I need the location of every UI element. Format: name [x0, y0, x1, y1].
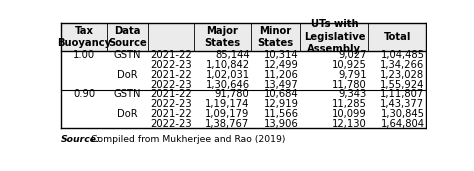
Text: Data
Source: Data Source: [108, 26, 146, 48]
Text: 1.00: 1.00: [73, 50, 95, 60]
Text: 1,04,485: 1,04,485: [381, 50, 424, 60]
Text: 0.90: 0.90: [73, 89, 95, 99]
Text: 13,497: 13,497: [264, 80, 299, 90]
Text: 10,684: 10,684: [264, 89, 299, 99]
Text: UTs with
Legislative
Assembly: UTs with Legislative Assembly: [304, 19, 365, 54]
Text: 10,314: 10,314: [264, 50, 299, 60]
Text: 12,919: 12,919: [264, 99, 299, 109]
Text: 12,130: 12,130: [332, 119, 367, 129]
Text: 1,55,924: 1,55,924: [380, 80, 424, 90]
Text: 1,38,767: 1,38,767: [205, 119, 250, 129]
Text: 2022-23: 2022-23: [150, 99, 191, 109]
Text: 2022-23: 2022-23: [150, 80, 191, 90]
Text: 2022-23: 2022-23: [150, 119, 191, 129]
Text: 1,30,845: 1,30,845: [381, 109, 424, 119]
Text: 1,11,807: 1,11,807: [380, 89, 424, 99]
Text: 1,10,842: 1,10,842: [205, 60, 250, 70]
Text: DoR: DoR: [117, 109, 137, 119]
Text: Major
States: Major States: [204, 26, 240, 48]
Text: 1,64,804: 1,64,804: [381, 119, 424, 129]
Text: 9,027: 9,027: [338, 50, 367, 60]
Text: 9,791: 9,791: [338, 70, 367, 80]
Text: 2021-22: 2021-22: [150, 109, 191, 119]
Text: Source:: Source:: [61, 135, 101, 143]
Text: 1,02,031: 1,02,031: [205, 70, 250, 80]
Text: 11,780: 11,780: [332, 80, 367, 90]
Text: 1,19,174: 1,19,174: [205, 99, 250, 109]
Text: 2021-22: 2021-22: [150, 50, 191, 60]
Text: 1,09,179: 1,09,179: [205, 109, 250, 119]
Text: GSTN: GSTN: [114, 50, 141, 60]
Text: Total: Total: [383, 32, 411, 42]
Text: DoR: DoR: [117, 70, 137, 80]
Text: GSTN: GSTN: [114, 89, 141, 99]
Text: 13,906: 13,906: [264, 119, 299, 129]
Text: 2021-22: 2021-22: [150, 70, 191, 80]
Text: 11,285: 11,285: [332, 99, 367, 109]
Text: 85,144: 85,144: [215, 50, 250, 60]
Text: 10,925: 10,925: [332, 60, 367, 70]
Text: 9,343: 9,343: [338, 89, 367, 99]
Text: 1,30,646: 1,30,646: [205, 80, 250, 90]
Text: 10,099: 10,099: [332, 109, 367, 119]
Text: Compiled from Mukherjee and Rao (2019): Compiled from Mukherjee and Rao (2019): [88, 135, 285, 143]
Text: 1,43,377: 1,43,377: [380, 99, 424, 109]
Text: 11,566: 11,566: [264, 109, 299, 119]
Text: 1,34,266: 1,34,266: [380, 60, 424, 70]
Text: 12,499: 12,499: [264, 60, 299, 70]
Text: 2021-22: 2021-22: [150, 89, 191, 99]
Text: 2022-23: 2022-23: [150, 60, 191, 70]
Text: Minor
States: Minor States: [258, 26, 294, 48]
Text: Tax
Buoyancy: Tax Buoyancy: [57, 26, 111, 48]
Text: 11,206: 11,206: [264, 70, 299, 80]
Bar: [61, 23, 426, 51]
Text: 91,780: 91,780: [215, 89, 250, 99]
Text: 1,23,028: 1,23,028: [380, 70, 424, 80]
